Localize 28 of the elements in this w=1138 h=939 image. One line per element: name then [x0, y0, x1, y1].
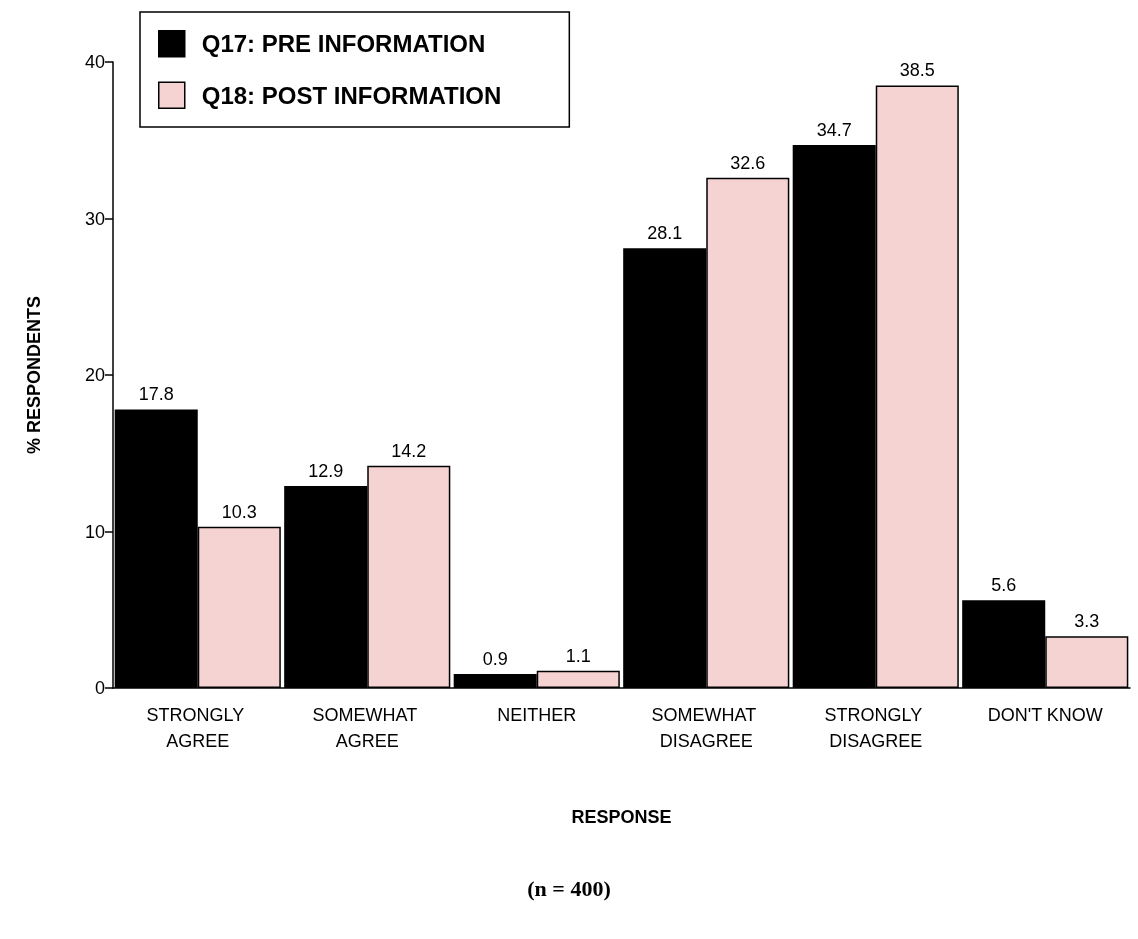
- y-tick-label: 40: [84, 52, 105, 72]
- data-label: 32.6: [730, 152, 766, 173]
- data-label: 0.9: [482, 648, 508, 669]
- data-label: 28.1: [647, 223, 683, 244]
- y-tick-label: 30: [84, 208, 105, 229]
- x-tick-label: STRONGLY AGREE: [146, 705, 249, 751]
- y-tick-label: 10: [84, 521, 105, 542]
- y-axis-title: % RESPONDENTS: [24, 295, 44, 455]
- x-axis-title: RESPONSE: [571, 807, 672, 827]
- data-label: 38.5: [899, 60, 935, 81]
- data-label: 17.8: [138, 384, 174, 405]
- data-label: 5.6: [991, 575, 1017, 596]
- data-label: 1.1: [565, 645, 591, 666]
- data-label: 3.3: [1074, 611, 1100, 632]
- x-tick-label: DON'T KNOW: [987, 705, 1103, 725]
- data-label: 10.3: [221, 501, 257, 522]
- data-label: 34.7: [816, 119, 852, 140]
- legend-label: Q17: PRE INFORMATION: [201, 30, 486, 58]
- y-tick-label: 0: [94, 678, 105, 698]
- data-label: 14.2: [391, 440, 427, 461]
- x-tick-label: SOMEWHAT AGREE: [312, 705, 422, 751]
- x-tick-label: NEITHER: [497, 705, 577, 725]
- legend-label: Q18: POST INFORMATION: [201, 81, 502, 109]
- data-label: 12.9: [308, 461, 344, 482]
- x-tick-label: SOMEWHAT DISAGREE: [651, 705, 761, 751]
- text: (n = 400): [527, 875, 611, 901]
- x-tick-label: STRONGLY DISAGREE: [824, 705, 927, 751]
- y-tick-label: 20: [84, 365, 105, 385]
